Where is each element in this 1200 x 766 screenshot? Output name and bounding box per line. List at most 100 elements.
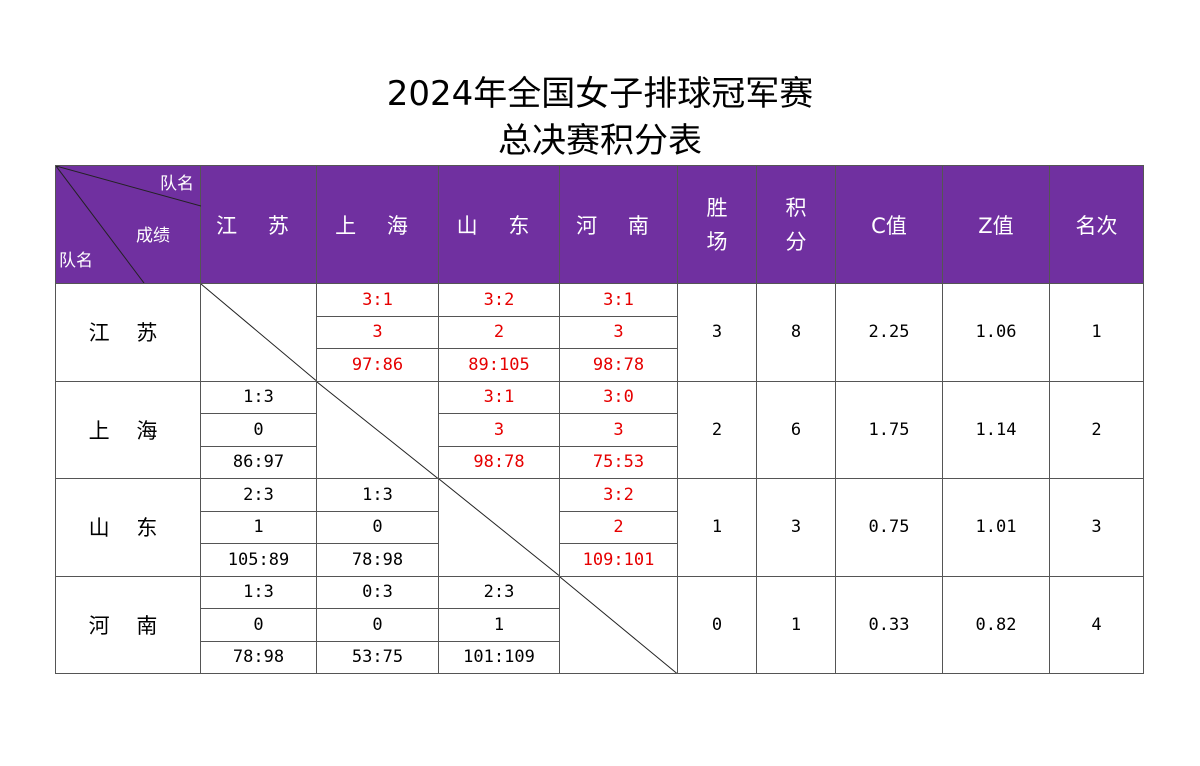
self-match-diagonal <box>439 479 559 576</box>
c-value-cell: 2.25 <box>835 283 943 382</box>
result-cell-pts: 0 <box>316 510 439 544</box>
result-cell-score: 97:86 <box>316 348 439 382</box>
result-cell-score: 109:101 <box>559 543 678 577</box>
row-team-name: 河 南 <box>55 575 201 674</box>
result-cell-score: 98:78 <box>438 445 560 479</box>
wins-cell: 2 <box>677 380 757 479</box>
result-cell-pts: 3 <box>559 413 678 447</box>
result-cell-pts: 3 <box>316 315 439 349</box>
result-cell-pts: 1 <box>438 608 560 642</box>
result-cell-score: 78:98 <box>200 640 317 674</box>
result-cell-sets: 1:3 <box>200 575 317 609</box>
header-row: 队名 成绩 队名 江 苏 上 海 山 东 河 南 胜 场 积 分 C值 Z值 名… <box>55 165 1144 284</box>
table-row: 河 南 1:3 0:3 2:3 0 1 0.33 0.82 4 <box>55 575 1144 674</box>
result-cell-score: 78:98 <box>316 543 439 577</box>
page-subtitle: 总决赛积分表 <box>498 121 702 161</box>
corner-label-top: 队名 <box>160 174 194 194</box>
header-c-value: C值 <box>835 165 943 284</box>
result-cell-score: 101:109 <box>438 640 560 674</box>
table-row: 山 东 2:3 1:3 3:2 1 3 0.75 1.01 3 <box>55 478 1144 577</box>
row-team-name: 上 海 <box>55 380 201 479</box>
points-cell: 8 <box>756 283 836 382</box>
self-match-cell <box>438 478 560 577</box>
result-cell-pts: 0 <box>200 413 317 447</box>
result-cell-sets: 3:1 <box>316 283 439 317</box>
result-cell-score: 89:105 <box>438 348 560 382</box>
table-row: 江 苏 3:1 3:2 3:1 3 8 2.25 1.06 1 <box>55 283 1144 382</box>
corner-label-bottom: 队名 <box>59 251 93 271</box>
result-cell-score: 98:78 <box>559 348 678 382</box>
header-wins-line2: 场 <box>706 229 728 254</box>
points-cell: 1 <box>756 575 836 674</box>
z-value-cell: 1.14 <box>942 380 1050 479</box>
rank-cell: 4 <box>1049 575 1144 674</box>
result-cell-pts: 3 <box>438 413 560 447</box>
table-row: 78:98 53:75 101:109 <box>56 640 1144 674</box>
header-wins: 胜 场 <box>677 165 757 284</box>
wins-cell: 1 <box>677 478 757 577</box>
header-corner: 队名 成绩 队名 <box>55 165 201 284</box>
result-cell-sets: 3:1 <box>438 380 560 414</box>
self-match-cell <box>316 380 439 479</box>
result-cell-sets: 3:1 <box>559 283 678 317</box>
self-match-cell <box>559 575 678 674</box>
row-team-name: 山 东 <box>55 478 201 577</box>
header-z-value: Z值 <box>942 165 1050 284</box>
standings-table: 队名 成绩 队名 江 苏 上 海 山 东 河 南 胜 场 积 分 C值 Z值 名… <box>55 165 1144 674</box>
z-value-cell: 0.82 <box>942 575 1050 674</box>
result-cell-sets: 1:3 <box>316 478 439 512</box>
corner-label-middle: 成绩 <box>136 226 170 246</box>
result-cell-pts: 3 <box>559 315 678 349</box>
result-cell-sets: 3:2 <box>559 478 678 512</box>
header-points-line2: 分 <box>785 229 807 254</box>
header-points-line1: 积 <box>785 195 807 220</box>
wins-cell: 3 <box>677 283 757 382</box>
result-cell-sets: 2:3 <box>200 478 317 512</box>
wins-cell: 0 <box>677 575 757 674</box>
result-cell-score: 105:89 <box>200 543 317 577</box>
result-cell-sets: 3:2 <box>438 283 560 317</box>
table-row: 上 海 1:3 3:1 3:0 2 6 1.75 1.14 2 <box>55 380 1144 479</box>
z-value-cell: 1.06 <box>942 283 1050 382</box>
header-wins-line1: 胜 <box>706 195 728 220</box>
result-cell-sets: 1:3 <box>200 380 317 414</box>
self-match-diagonal <box>201 284 316 381</box>
self-match-diagonal <box>560 577 677 674</box>
rank-cell: 1 <box>1049 283 1144 382</box>
self-match-cell <box>200 283 317 382</box>
z-value-cell: 1.01 <box>942 478 1050 577</box>
rank-cell: 2 <box>1049 380 1144 479</box>
result-cell-pts: 0 <box>200 608 317 642</box>
result-cell-pts: 0 <box>316 608 439 642</box>
result-cell-pts: 2 <box>559 510 678 544</box>
result-cell-pts: 1 <box>200 510 317 544</box>
result-cell-score: 86:97 <box>200 445 317 479</box>
points-cell: 3 <box>756 478 836 577</box>
points-cell: 6 <box>756 380 836 479</box>
row-team-name: 江 苏 <box>55 283 201 382</box>
table-row: 86:97 98:78 75:53 <box>56 445 1144 479</box>
corner-diagonal-lines <box>56 166 201 283</box>
c-value-cell: 0.75 <box>835 478 943 577</box>
header-team-0: 江 苏 <box>200 165 317 284</box>
result-cell-sets: 3:0 <box>559 380 678 414</box>
header-team-3: 河 南 <box>559 165 678 284</box>
result-cell-score: 53:75 <box>316 640 439 674</box>
header-points: 积 分 <box>756 165 836 284</box>
table-row: 105:89 78:98 109:101 <box>56 543 1144 577</box>
result-cell-sets: 2:3 <box>438 575 560 609</box>
c-value-cell: 0.33 <box>835 575 943 674</box>
page-title: 2024年全国女子排球冠军赛 <box>386 74 814 114</box>
rank-cell: 3 <box>1049 478 1144 577</box>
self-match-diagonal <box>317 382 438 479</box>
header-team-1: 上 海 <box>316 165 439 284</box>
result-cell-sets: 0:3 <box>316 575 439 609</box>
header-rank: 名次 <box>1049 165 1144 284</box>
c-value-cell: 1.75 <box>835 380 943 479</box>
result-cell-score: 75:53 <box>559 445 678 479</box>
header-team-2: 山 东 <box>438 165 560 284</box>
